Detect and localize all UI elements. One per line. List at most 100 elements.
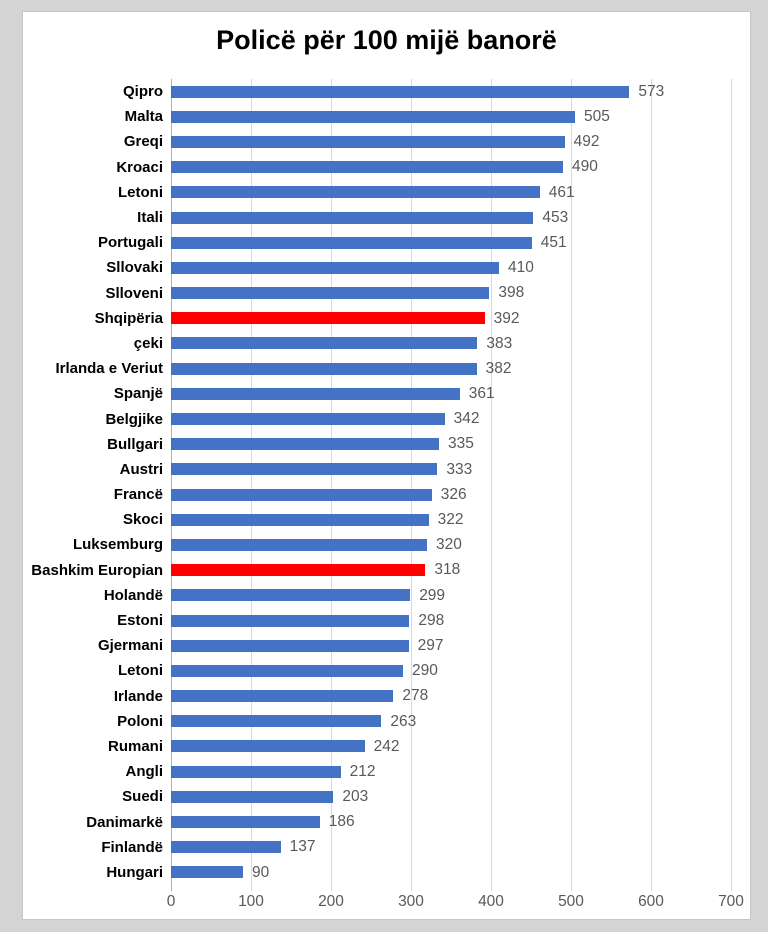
- bar: [171, 161, 563, 174]
- bar-row: Sllovaki 410: [23, 255, 731, 280]
- category-label: Suedi: [122, 788, 163, 806]
- bar-track: 299: [171, 583, 731, 608]
- bar-track: 278: [171, 684, 731, 709]
- gridline: [251, 79, 252, 891]
- bar-track: 342: [171, 406, 731, 431]
- bar-track: 203: [171, 784, 731, 809]
- value-label: 490: [572, 158, 598, 176]
- bar-row: Angli 212: [23, 759, 731, 784]
- bar-row: Slloveni 398: [23, 281, 731, 306]
- bar-row: Austri 333: [23, 457, 731, 482]
- gridline: [331, 79, 332, 891]
- category-label: Francë: [113, 486, 163, 504]
- gridline: [731, 79, 732, 891]
- value-label: 299: [419, 586, 446, 604]
- value-label: 322: [437, 511, 464, 529]
- value-label: 453: [542, 208, 569, 226]
- category-label: Skoci: [122, 511, 163, 529]
- value-label: 90: [252, 863, 270, 881]
- value-label: 505: [584, 108, 610, 126]
- bar-track: 451: [171, 230, 731, 255]
- value-label: 298: [418, 611, 445, 629]
- category-label: Bashkim Europian: [31, 561, 163, 579]
- category-label: Irlanda e Veriut: [55, 360, 163, 378]
- x-tick-label: 200: [318, 893, 344, 910]
- bar: [171, 639, 409, 652]
- category-label: Estoni: [117, 612, 163, 630]
- bar-row: Bashkim Europian 318: [23, 558, 731, 583]
- bar-row: Francë 326: [23, 482, 731, 507]
- x-tick-label: 600: [638, 893, 664, 910]
- value-label: 290: [412, 662, 438, 680]
- bar-row: Suedi 203: [23, 784, 731, 809]
- bar-highlighted: [171, 564, 426, 577]
- bar-row: Irlanda e Veriut 382: [23, 356, 731, 381]
- category-label: Gjermani: [97, 637, 163, 655]
- bar: [171, 513, 429, 526]
- bar-track: 333: [171, 457, 731, 482]
- bar: [171, 438, 439, 451]
- bar: [171, 690, 394, 703]
- bar-track: 212: [171, 759, 731, 784]
- gridline: [651, 79, 652, 891]
- value-label: 326: [440, 485, 467, 503]
- bar: [171, 488, 432, 501]
- bar: [171, 387, 460, 400]
- value-label: 382: [485, 359, 512, 377]
- bar-row: Itali 453: [23, 205, 731, 230]
- category-label: Austri: [119, 460, 163, 478]
- bar-row: Belgjike 342: [23, 406, 731, 431]
- bar-track: 186: [171, 809, 731, 834]
- value-label: 410: [508, 259, 534, 277]
- bar-row: Danimarkë 186: [23, 809, 731, 834]
- bar-row: Portugali 451: [23, 230, 731, 255]
- bar-track: 461: [171, 180, 731, 205]
- bar-track: 326: [171, 482, 731, 507]
- bar: [171, 589, 411, 602]
- value-label: 318: [434, 561, 461, 579]
- bar: [171, 765, 341, 778]
- x-tick-label: 700: [718, 893, 744, 910]
- bar-row: Malta 505: [23, 104, 731, 129]
- bar: [171, 135, 565, 148]
- bar: [171, 866, 243, 879]
- chart-panel: Policë për 100 mijë banorë Qipro 573 Malta…: [22, 11, 751, 920]
- value-label: 320: [436, 536, 462, 554]
- bar-row: çeki 383: [23, 331, 731, 356]
- bar-row: Spanjë 361: [23, 381, 731, 406]
- value-label: 392: [493, 309, 520, 327]
- x-tick-label: 300: [398, 893, 424, 910]
- bar: [171, 261, 499, 274]
- value-label: 383: [486, 334, 513, 352]
- category-label: Shqipëria: [94, 309, 163, 327]
- value-label: 212: [349, 762, 376, 780]
- bar-track: 410: [171, 255, 731, 280]
- value-label: 203: [342, 788, 369, 806]
- bar-track: 290: [171, 658, 731, 683]
- bar-track: 90: [171, 860, 731, 885]
- bar-row: Qipro 573: [23, 79, 731, 104]
- value-label: 361: [468, 385, 495, 403]
- bar-track: 318: [171, 558, 731, 583]
- value-label: 242: [373, 737, 400, 755]
- x-tick-label: 400: [478, 893, 504, 910]
- bar-track: 573: [171, 79, 731, 104]
- x-axis: 0 100 200 300 400 500 600 700: [23, 893, 744, 913]
- bar-track: 361: [171, 381, 731, 406]
- value-label: 263: [390, 712, 417, 730]
- bar-track: 263: [171, 709, 731, 734]
- bar-track: 242: [171, 734, 731, 759]
- value-label: 186: [328, 813, 355, 831]
- bar: [171, 664, 403, 677]
- bar-track: 382: [171, 356, 731, 381]
- x-tick-label: 100: [238, 893, 264, 910]
- category-label: Belgjike: [105, 410, 163, 428]
- x-tick-label: 500: [558, 893, 584, 910]
- bar-row: Finlandë 137: [23, 835, 731, 860]
- bar: [171, 110, 575, 123]
- bar-track: 298: [171, 608, 731, 633]
- bar: [171, 538, 427, 551]
- value-label: 137: [289, 838, 316, 856]
- bars: Qipro 573 Malta 505 Greqi 492 Kroaci 490 Letoni 4…: [23, 79, 731, 885]
- value-label: 492: [573, 133, 600, 151]
